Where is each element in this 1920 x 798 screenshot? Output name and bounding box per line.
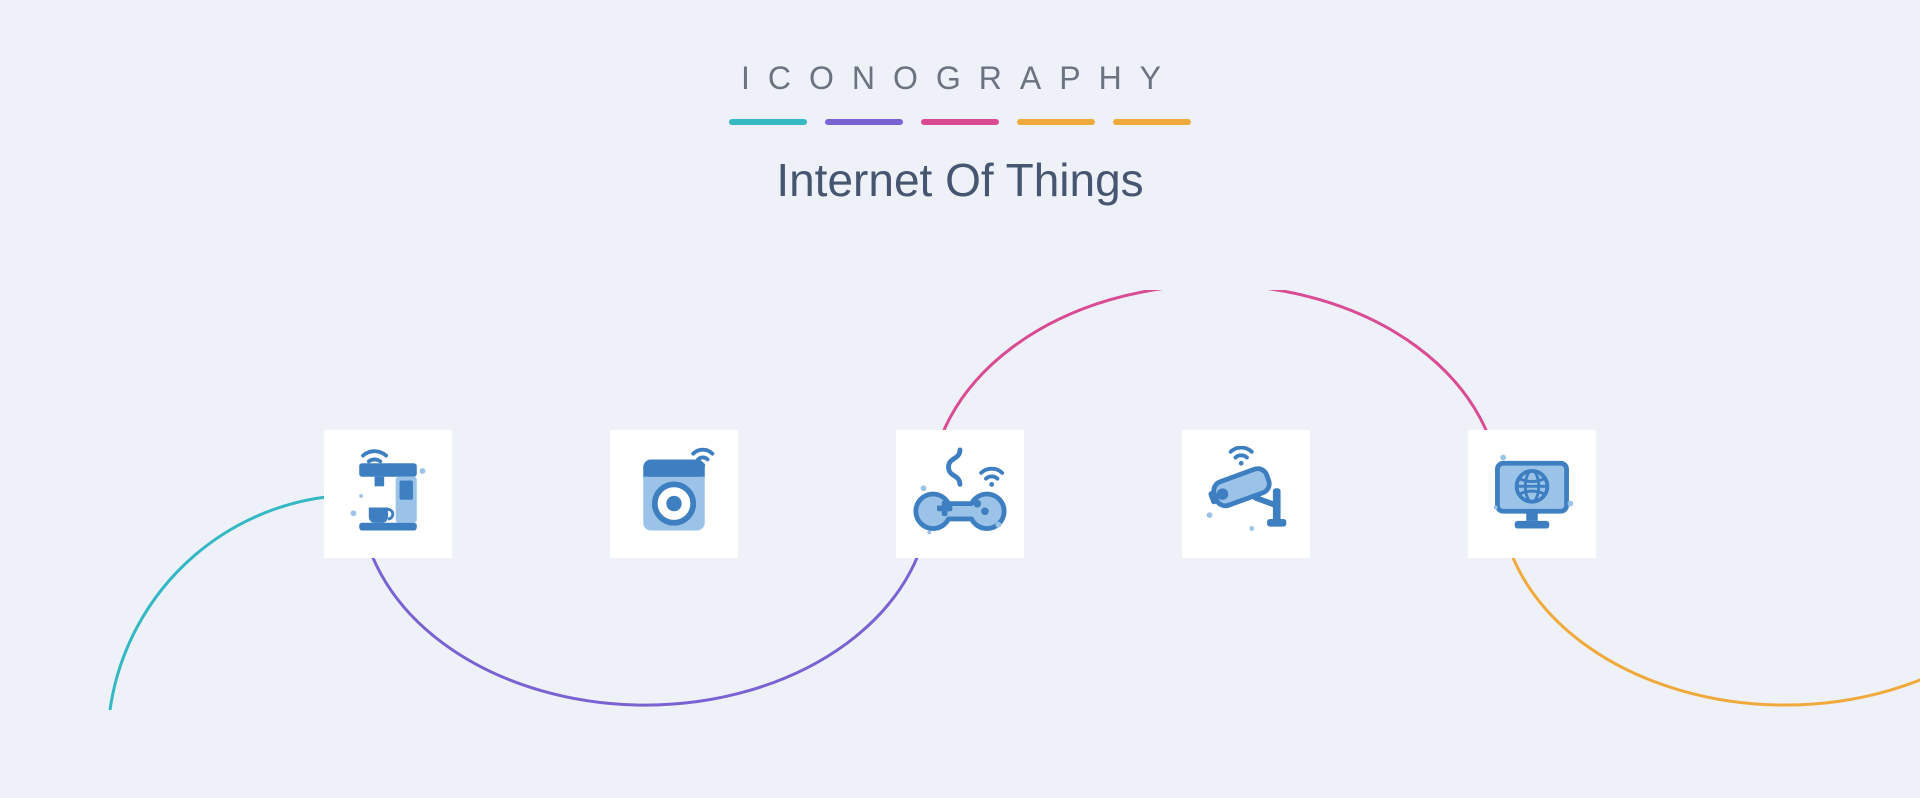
- header: ICONOGRAPHY Internet Of Things: [0, 60, 1920, 207]
- icon-tile-game-controller: [896, 430, 1024, 558]
- icon-tile-washing-machine: [610, 430, 738, 558]
- accent-seg-5: [1113, 119, 1191, 125]
- accent-seg-2: [825, 119, 903, 125]
- cctv-camera-icon: [1198, 446, 1294, 542]
- accent-bar: [0, 119, 1920, 125]
- washing-machine-icon: [626, 446, 722, 542]
- brand-title: ICONOGRAPHY: [0, 60, 1920, 97]
- icons-row: [0, 430, 1920, 558]
- icon-tile-cctv-camera: [1182, 430, 1310, 558]
- subtitle: Internet Of Things: [0, 153, 1920, 207]
- icon-tile-coffee-machine: [324, 430, 452, 558]
- game-controller-icon: [912, 446, 1008, 542]
- accent-seg-1: [729, 119, 807, 125]
- coffee-machine-icon: [340, 446, 436, 542]
- accent-seg-4: [1017, 119, 1095, 125]
- accent-seg-3: [921, 119, 999, 125]
- icon-tile-monitor-globe: [1468, 430, 1596, 558]
- monitor-globe-icon: [1484, 446, 1580, 542]
